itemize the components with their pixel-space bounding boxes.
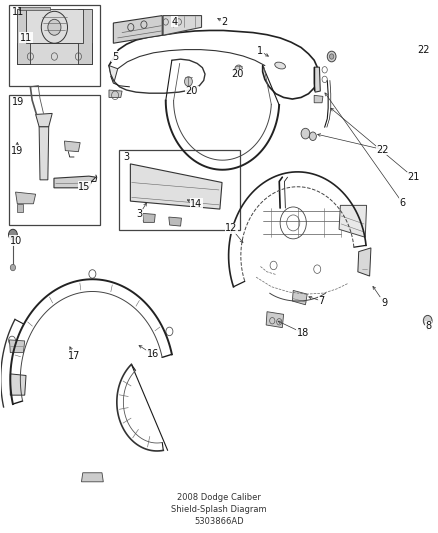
Text: 18: 18	[297, 328, 309, 338]
Text: 3: 3	[137, 209, 143, 220]
Text: 12: 12	[225, 223, 237, 233]
Text: 22: 22	[417, 45, 430, 54]
Circle shape	[424, 316, 432, 326]
Polygon shape	[78, 9, 92, 64]
Text: 14: 14	[190, 199, 202, 209]
Text: 8: 8	[425, 321, 431, 331]
Polygon shape	[15, 192, 35, 204]
Polygon shape	[81, 473, 103, 482]
Polygon shape	[54, 176, 96, 188]
Text: 15: 15	[78, 182, 91, 192]
Polygon shape	[17, 43, 92, 64]
Polygon shape	[266, 312, 284, 328]
Circle shape	[166, 327, 173, 336]
Text: 19: 19	[11, 146, 23, 156]
Text: 17: 17	[68, 351, 80, 361]
Bar	[120, 150, 240, 230]
Circle shape	[301, 128, 310, 139]
Polygon shape	[347, 217, 359, 230]
Polygon shape	[17, 204, 23, 212]
Polygon shape	[109, 66, 118, 82]
Text: 9: 9	[381, 297, 387, 308]
Circle shape	[9, 229, 17, 240]
Text: 7: 7	[318, 296, 325, 306]
Polygon shape	[292, 290, 307, 305]
Bar	[9, 95, 100, 225]
Text: 5: 5	[112, 52, 118, 61]
Circle shape	[89, 270, 96, 278]
Circle shape	[11, 264, 15, 271]
Circle shape	[327, 51, 336, 62]
Ellipse shape	[275, 62, 286, 69]
Circle shape	[314, 265, 321, 273]
Polygon shape	[314, 67, 320, 92]
Text: 4: 4	[171, 17, 177, 27]
Text: 3: 3	[123, 152, 129, 161]
Polygon shape	[64, 141, 80, 152]
Circle shape	[235, 65, 243, 75]
Circle shape	[270, 261, 277, 270]
Polygon shape	[339, 205, 367, 237]
Circle shape	[329, 54, 334, 59]
Polygon shape	[26, 9, 83, 43]
Circle shape	[8, 336, 15, 345]
Text: 6: 6	[399, 198, 406, 208]
Text: 11: 11	[20, 33, 32, 43]
Text: 2008 Dodge Caliber
Shield-Splash Diagram
5303866AD: 2008 Dodge Caliber Shield-Splash Diagram…	[171, 494, 267, 526]
Text: 20: 20	[231, 69, 244, 79]
Polygon shape	[109, 90, 122, 98]
Polygon shape	[314, 95, 323, 103]
Polygon shape	[169, 217, 181, 226]
Circle shape	[48, 19, 61, 35]
Polygon shape	[11, 374, 26, 395]
Bar	[9, 5, 100, 86]
Polygon shape	[358, 248, 371, 276]
Circle shape	[309, 132, 316, 141]
Polygon shape	[10, 340, 25, 353]
Polygon shape	[113, 15, 162, 43]
Text: 11: 11	[12, 7, 24, 17]
Circle shape	[184, 77, 192, 86]
Text: 10: 10	[10, 236, 22, 246]
Text: 19: 19	[12, 98, 24, 108]
Polygon shape	[35, 114, 52, 127]
Polygon shape	[17, 9, 30, 64]
Text: 20: 20	[186, 86, 198, 96]
Polygon shape	[131, 164, 222, 209]
Text: 2: 2	[221, 17, 227, 27]
Polygon shape	[39, 127, 49, 180]
Text: 16: 16	[146, 349, 159, 359]
Polygon shape	[143, 213, 155, 222]
Polygon shape	[163, 15, 201, 35]
Text: 1: 1	[258, 46, 264, 56]
Text: 22: 22	[377, 144, 389, 155]
Polygon shape	[19, 7, 50, 10]
Text: 21: 21	[407, 172, 420, 182]
